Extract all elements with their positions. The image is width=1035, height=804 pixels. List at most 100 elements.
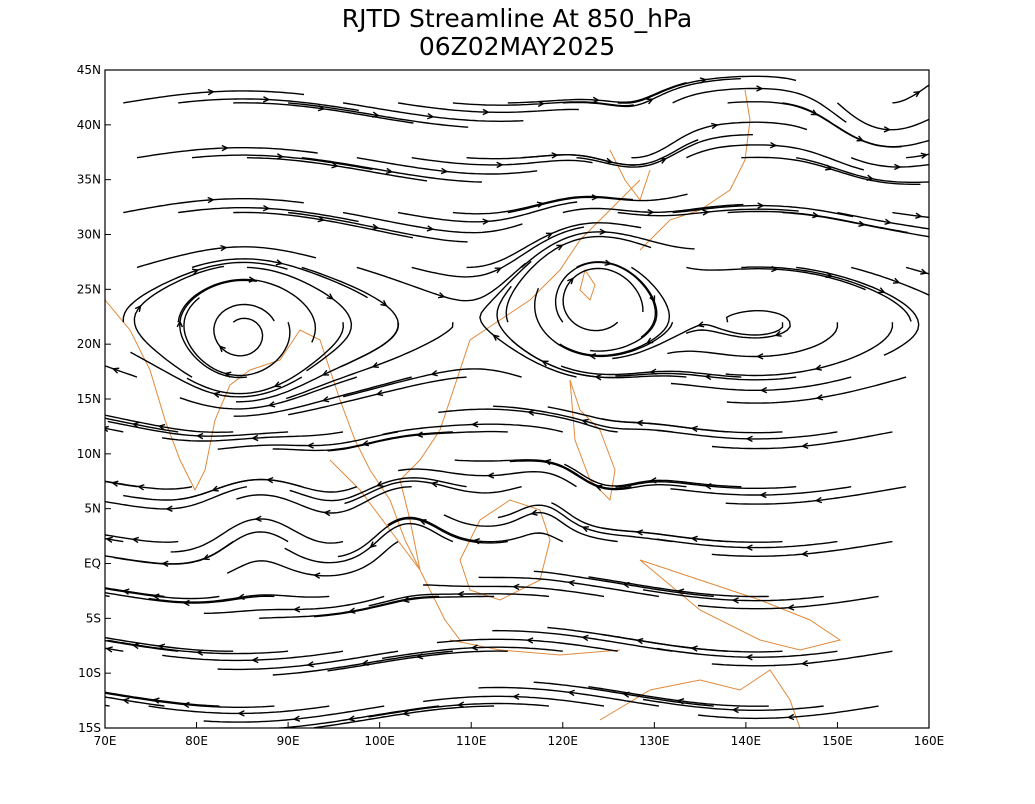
coast-indochina [249, 179, 641, 571]
x-tick-label: 70E [94, 734, 117, 748]
coast-sumatra [329, 459, 461, 641]
arrowhead [456, 590, 465, 598]
streamline [105, 594, 110, 598]
arrowhead [105, 646, 113, 653]
arrowhead [699, 77, 708, 84]
arrowhead [567, 689, 575, 697]
arrowhead [427, 112, 435, 120]
arrowhead [157, 423, 166, 431]
arrowhead [265, 476, 274, 484]
arrowhead [786, 604, 795, 611]
arrowhead [878, 287, 886, 294]
arrowhead [757, 202, 765, 209]
arrowhead [415, 431, 424, 438]
arrowhead [361, 440, 370, 447]
y-tick-label: 5S [86, 611, 101, 625]
arrowhead [306, 661, 314, 668]
arrowhead [347, 715, 356, 722]
arrowhead [920, 152, 929, 159]
arrowhead [306, 442, 314, 449]
arrowhead [385, 167, 394, 175]
arrowhead [402, 596, 410, 603]
arrowhead [237, 710, 245, 717]
arrowhead [207, 196, 215, 204]
y-tick-label: 35N [77, 173, 101, 187]
arrowhead [786, 713, 795, 721]
arrowhead [176, 319, 184, 328]
arrowhead [556, 244, 564, 251]
arrowhead [525, 637, 534, 644]
y-tick-label: 30N [77, 228, 101, 242]
arrowhead [237, 593, 245, 600]
arrowhead [769, 141, 778, 149]
arrowhead [317, 216, 326, 223]
arrowhead [530, 509, 538, 516]
arrowhead [437, 292, 446, 299]
arrowhead [248, 276, 257, 283]
arrowhead [165, 505, 173, 512]
arrowhead [594, 484, 603, 491]
streamlines [105, 75, 929, 728]
arrowhead [430, 370, 438, 377]
arrowhead [111, 367, 120, 374]
arrowhead [195, 432, 204, 440]
arrowhead [220, 244, 228, 252]
y-tick-label: 10S [78, 666, 101, 680]
arrowhead [275, 259, 284, 266]
streamline [105, 587, 165, 598]
arrowhead [131, 421, 140, 429]
arrowhead [647, 208, 655, 216]
arrowhead [567, 579, 575, 587]
arrowhead [273, 381, 281, 388]
coastlines [105, 89, 842, 728]
coast-java [449, 639, 621, 656]
arrowhead [472, 537, 480, 545]
arrowhead [426, 225, 435, 232]
streamline [782, 102, 929, 148]
arrowhead [676, 698, 685, 705]
arrowhead [267, 401, 276, 408]
x-tick-label: 110E [456, 734, 487, 748]
arrowhead [800, 660, 809, 667]
arrowhead [815, 394, 824, 401]
arrowhead [704, 483, 712, 490]
arrowhead [800, 442, 809, 449]
x-tick-label: 90E [277, 734, 300, 748]
arrowhead [696, 321, 705, 328]
x-tick-label: 80E [185, 734, 208, 748]
arrowhead [121, 588, 130, 595]
x-tick-label: 120E [548, 734, 579, 748]
coast-australia [599, 669, 801, 728]
arrowhead [380, 300, 388, 307]
arrowhead [599, 228, 607, 236]
streamline [105, 636, 234, 652]
arrowhead [745, 544, 753, 551]
arrowhead [207, 88, 216, 96]
arrowhead [676, 588, 685, 595]
y-tick-label: 45N [77, 63, 101, 77]
arrowhead [369, 541, 377, 549]
arrowhead [581, 418, 589, 426]
arrowhead [581, 634, 589, 642]
arrowhead [251, 434, 259, 442]
arrowhead [415, 653, 424, 660]
arrowhead [470, 644, 479, 651]
arrowhead [152, 697, 160, 704]
arrowhead [456, 701, 465, 708]
arrowhead [122, 697, 130, 705]
arrowhead [486, 472, 495, 479]
x-tick-label: 130E [639, 734, 670, 748]
arrowhead [375, 389, 384, 397]
arrowhead [375, 480, 384, 487]
arrowhead [182, 599, 190, 607]
arrowhead [883, 126, 892, 133]
arrowhead [440, 167, 449, 175]
arrowhead [545, 232, 554, 239]
arrowhead [262, 96, 271, 103]
arrowhead [482, 108, 490, 116]
arrowhead [292, 606, 301, 613]
y-tick-label: 10N [77, 447, 101, 461]
arrowhead [105, 425, 109, 433]
arrowhead [588, 353, 597, 360]
